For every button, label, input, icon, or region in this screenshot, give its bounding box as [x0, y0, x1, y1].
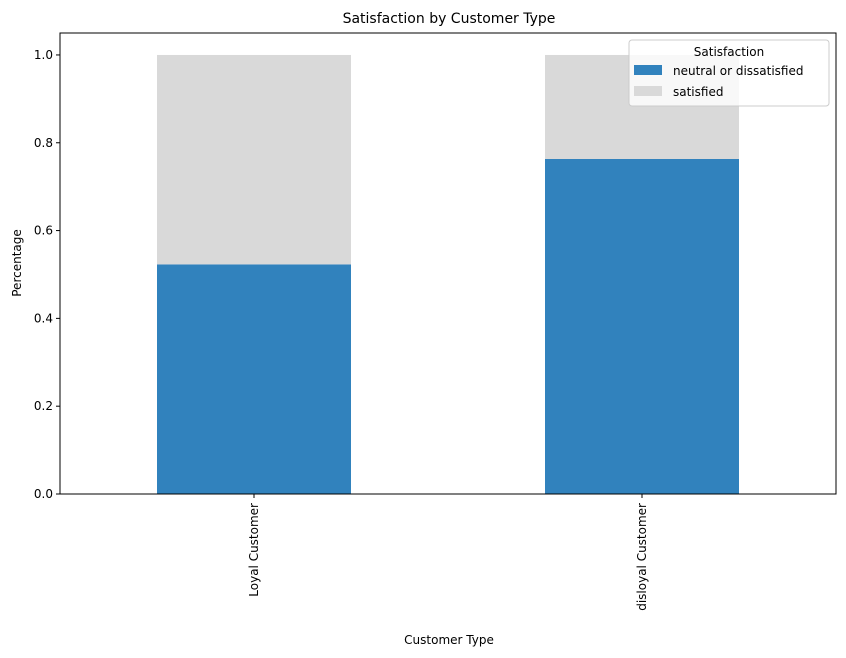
x-tick-label: Loyal Customer [247, 503, 261, 597]
legend-swatch [634, 86, 662, 96]
bar-0-1 [545, 159, 739, 495]
y-tick-label: 0.4 [34, 311, 53, 325]
bars-group [157, 54, 739, 495]
legend-label: satisfied [673, 85, 723, 99]
y-tick-label: 0.2 [34, 399, 53, 413]
chart-title: Satisfaction by Customer Type [343, 11, 556, 27]
x-axis: Loyal Customer disloyal Customer [247, 494, 649, 611]
y-tick-label: 0.8 [34, 136, 53, 150]
bar-1-0 [157, 54, 351, 265]
y-tick-label: 0.0 [34, 487, 53, 501]
legend-title: Satisfaction [694, 45, 764, 59]
x-axis-label: Customer Type [404, 633, 494, 647]
y-axis: 0.0 0.2 0.4 0.6 0.8 1.0 [34, 48, 60, 501]
legend-swatch [634, 65, 662, 75]
x-tick-label: disloyal Customer [635, 503, 649, 611]
y-tick-label: 0.6 [34, 224, 53, 238]
plot-frame [59, 32, 837, 495]
bar-0-0 [157, 264, 351, 494]
y-tick-label: 1.0 [34, 48, 53, 62]
y-axis-label: Percentage [10, 229, 24, 297]
legend-box [628, 39, 830, 107]
legend: Satisfaction neutral or dissatisfied sati… [628, 39, 830, 107]
legend-label: neutral or dissatisfied [673, 64, 803, 78]
